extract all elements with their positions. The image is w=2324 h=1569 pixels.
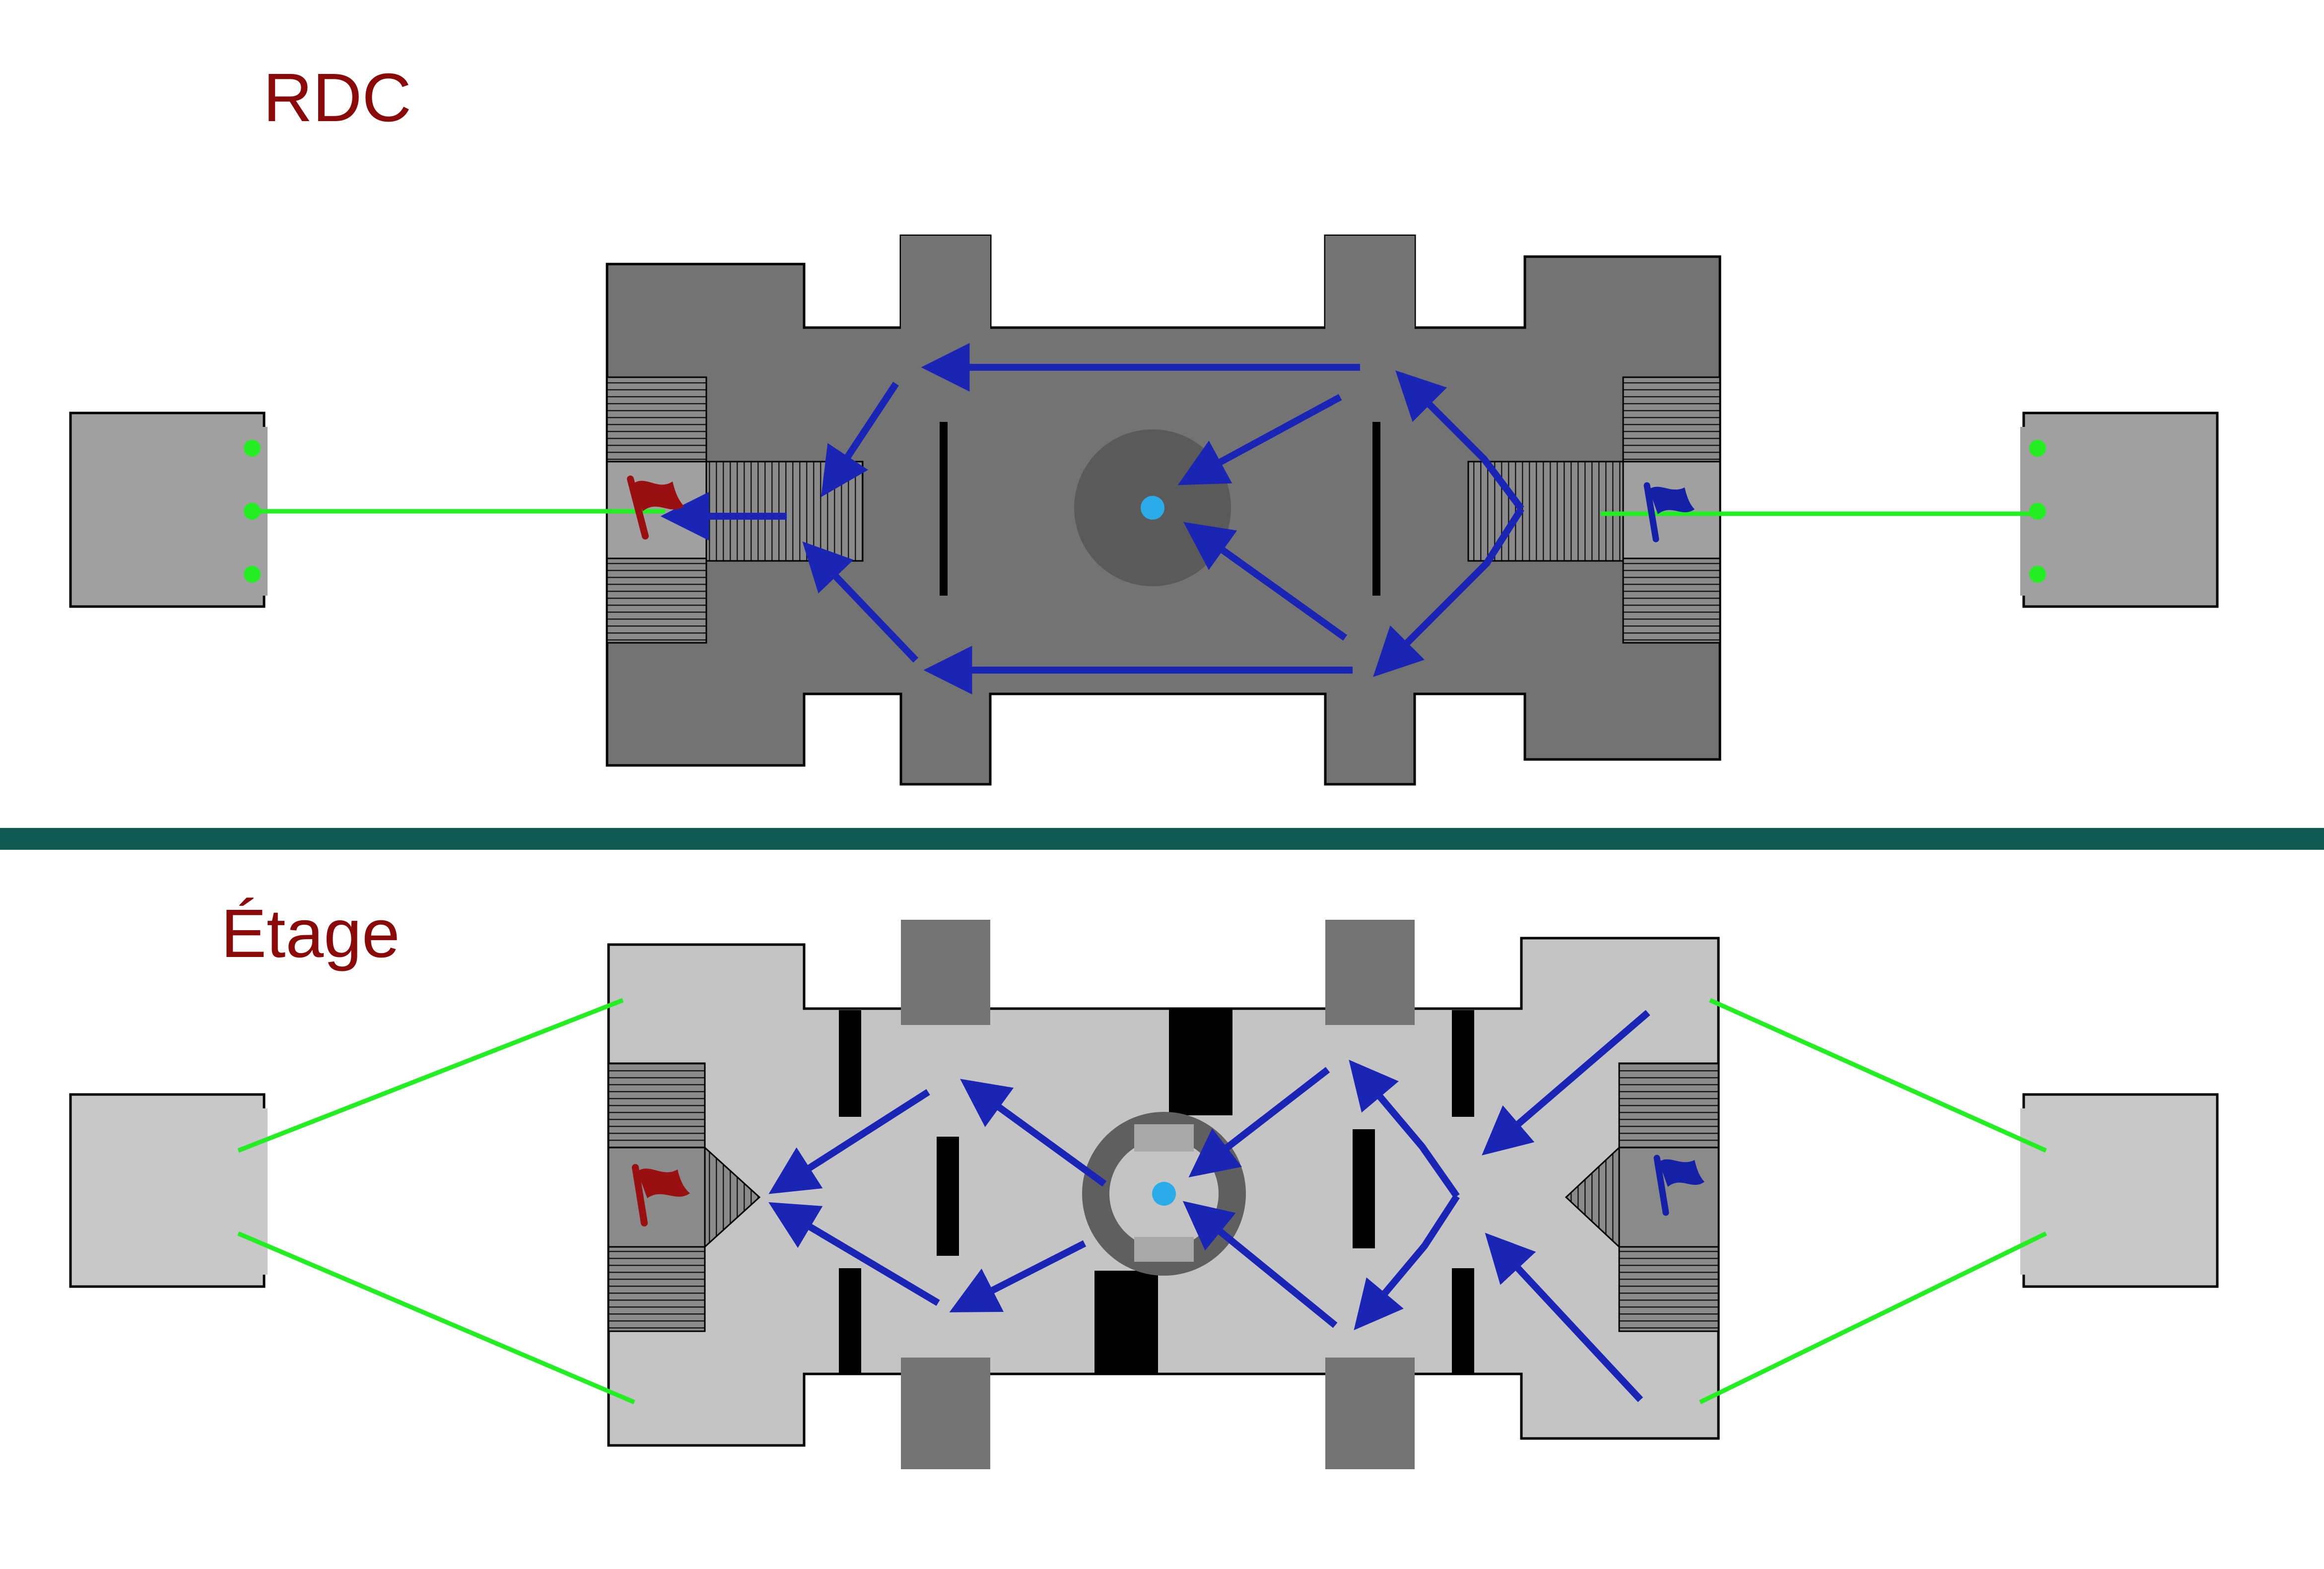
upper-wall-right-mid <box>1353 1129 1375 1248</box>
ground-entrance-top-left <box>901 236 990 330</box>
upper-right-spawn-door <box>2020 1108 2027 1275</box>
upper-center-point <box>1152 1182 1176 1206</box>
upper-right-stairs-top <box>1618 1062 1719 1149</box>
upper-left-spawn-door <box>261 1108 268 1275</box>
upper-arrow-left-top <box>768 1089 930 1194</box>
upper-wall-left-top <box>839 1010 861 1117</box>
upper-floor-title: Étage <box>221 895 400 972</box>
upper-arrow-center-in-top <box>1188 1067 1330 1177</box>
ground-arrow-to-center-lower <box>1183 522 1348 641</box>
ground-right-stairs-top <box>1622 376 1721 463</box>
upper-arrow-center-down-left <box>949 1240 1087 1312</box>
upper-left-stairs-top <box>608 1062 706 1149</box>
ground-right-spawn-point-3 <box>2029 566 2046 583</box>
ground-arrow-right-down <box>1373 507 1524 677</box>
upper-floor-plan <box>69 920 2219 1469</box>
floor-separator <box>0 828 2324 850</box>
ground-wall-right <box>1372 422 1380 596</box>
ground-floor-title: RDC <box>263 60 411 136</box>
upper-left-stairs-bottom <box>608 1246 706 1332</box>
blue-flag-upper-icon <box>1653 1155 1705 1216</box>
ground-left-spawn-point-3 <box>244 566 261 583</box>
upper-balcony-bottom-left <box>901 1358 990 1469</box>
upper-center-top-block <box>1134 1124 1194 1152</box>
red-flag-upper-icon <box>632 1164 690 1227</box>
upper-wall-left-bottom <box>839 1268 861 1374</box>
ground-entrance-top-right <box>1325 236 1415 330</box>
upper-left-spawn-room <box>69 1093 266 1288</box>
upper-right-stairs-ramp <box>1565 1146 1620 1249</box>
ground-right-stairs-ramp <box>1467 461 1624 562</box>
ground-left-spawn-point-2 <box>244 503 261 520</box>
ground-left-spawn-point-1 <box>244 440 261 457</box>
upper-wall-left-mid <box>937 1137 959 1256</box>
blue-flag-ground-icon <box>1643 482 1695 543</box>
ground-arrow-right-up <box>1395 370 1524 511</box>
upper-sight-right-top <box>1709 998 2047 1153</box>
upper-left-stairs-ramp <box>704 1146 761 1249</box>
upper-sight-right-bottom <box>1699 1231 2047 1405</box>
upper-wall-right-bottom <box>1452 1268 1474 1374</box>
upper-right-spawn-room <box>2022 1093 2219 1288</box>
right-spawn-door <box>2020 427 2027 596</box>
upper-balcony-top-left <box>901 920 990 1025</box>
upper-center-bottom-block <box>1134 1237 1194 1262</box>
red-flag-ground-icon <box>627 476 684 540</box>
upper-wall-right-top <box>1452 1010 1474 1117</box>
right-spawn-room <box>2022 411 2219 608</box>
upper-balcony-top-right <box>1325 920 1415 1025</box>
ground-wall-left <box>940 422 948 596</box>
upper-left-base <box>608 1147 706 1248</box>
ground-right-stairs-bottom <box>1622 557 1721 644</box>
ground-movement-arrows <box>660 343 1524 694</box>
ground-center-point <box>1141 496 1164 520</box>
upper-arrow-right-up <box>1349 1060 1460 1199</box>
upper-sight-lines <box>237 998 2047 1405</box>
upper-balcony-bottom-right <box>1325 1358 1415 1469</box>
upper-gap-top <box>1169 1009 1232 1115</box>
upper-arrow-right-top-in <box>1482 1010 1650 1156</box>
ground-right-spawn-point-2 <box>2029 503 2046 520</box>
upper-arrow-right-down <box>1354 1194 1460 1331</box>
left-spawn-room <box>69 411 266 608</box>
upper-sight-left-bottom <box>237 1231 635 1405</box>
ground-arrow-left-lower <box>802 541 919 663</box>
upper-arrow-right-bottom-in <box>1485 1232 1643 1402</box>
upper-arrow-center-in-bottom <box>1182 1201 1338 1328</box>
upper-sight-left-top <box>237 998 624 1153</box>
upper-movement-arrows <box>768 1010 1650 1402</box>
upper-right-stairs-bottom <box>1618 1246 1719 1332</box>
ground-left-stairs-top <box>606 376 707 463</box>
ground-left-stairs-ramp <box>705 461 864 562</box>
ground-right-spawn-point-1 <box>2029 440 2046 457</box>
upper-gap-bottom <box>1094 1271 1158 1374</box>
upper-arrow-center-up-left <box>960 1079 1107 1187</box>
ground-right-base <box>1622 461 1721 562</box>
ground-left-stairs-bottom <box>606 557 707 644</box>
upper-arrow-left-bottom <box>768 1202 940 1306</box>
ground-floor-plan <box>69 234 2219 786</box>
ground-arrow-to-center-upper <box>1177 394 1342 485</box>
ground-arrow-left-upper <box>821 382 899 497</box>
